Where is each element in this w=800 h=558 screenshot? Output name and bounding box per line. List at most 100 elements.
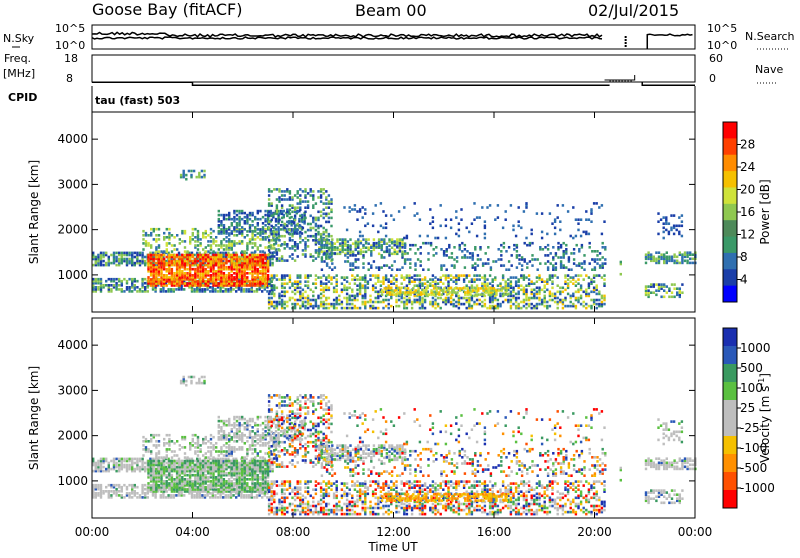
power-pixel	[281, 198, 283, 201]
power-pixel	[391, 268, 393, 271]
velocity-pixel	[128, 458, 130, 461]
power-pixel	[570, 235, 572, 238]
power-pixel	[325, 221, 327, 224]
power-pixel	[593, 274, 595, 277]
power-pixel	[257, 232, 259, 235]
power-pixel	[575, 218, 577, 221]
velocity-pixel	[102, 490, 104, 493]
colorbar-swatch	[723, 269, 737, 286]
power-pixel	[304, 188, 306, 191]
power-pixel	[407, 291, 409, 294]
power-pixel	[601, 204, 603, 207]
power-pixel	[602, 242, 604, 245]
power-pixel	[150, 254, 152, 257]
power-pixel	[384, 287, 386, 290]
power-pixel	[531, 289, 533, 292]
power-pixel	[268, 307, 270, 310]
power-pixel	[317, 211, 319, 214]
power-pixel	[536, 303, 538, 306]
power-pixel	[590, 278, 592, 281]
power-pixel	[531, 280, 533, 283]
velocity-pixel	[97, 460, 99, 463]
velocity-pixel	[141, 484, 143, 487]
power-pixel	[336, 307, 338, 310]
power-pixel	[264, 254, 266, 257]
power-pixel	[299, 287, 301, 290]
velocity-pixel	[136, 496, 138, 499]
power-pixel	[463, 297, 465, 300]
power-pixel	[521, 256, 523, 259]
velocity-pixel	[150, 468, 152, 471]
power-pixel	[572, 293, 574, 296]
power-pixel	[141, 290, 143, 293]
power-pixel	[445, 237, 447, 240]
power-pixel	[207, 254, 209, 257]
power-pixel	[417, 248, 419, 251]
power-pixel	[596, 303, 598, 306]
power-pixel	[655, 251, 657, 254]
cpid-label: CPID	[8, 91, 37, 104]
power-pixel	[284, 235, 286, 238]
velocity-pixel	[160, 460, 162, 463]
power-pixel	[498, 258, 500, 261]
power-pixel	[590, 208, 592, 211]
power-pixel	[197, 230, 199, 233]
colorbar-swatch	[723, 253, 737, 270]
power-pixel	[207, 244, 209, 247]
power-pixel	[310, 253, 312, 256]
power-pixel	[564, 297, 566, 300]
power-pixel	[461, 242, 463, 245]
power-pixel	[506, 289, 508, 292]
power-pixel	[307, 200, 309, 203]
power-pixel	[663, 227, 665, 230]
power-pixel	[310, 194, 312, 197]
power-pixel	[399, 250, 401, 253]
power-pixel	[568, 256, 570, 259]
power-pixel	[325, 235, 327, 238]
power-pixel	[603, 282, 605, 285]
power-pixel	[375, 291, 377, 294]
velocity-pixel	[110, 494, 112, 497]
power-pixel	[297, 196, 299, 199]
power-pixel	[212, 250, 214, 253]
power-pixel	[544, 254, 546, 257]
power-pixel	[218, 214, 220, 217]
power-pixel	[245, 288, 247, 291]
power-pixel	[347, 244, 349, 247]
power-pixel	[264, 210, 266, 213]
power-pixel	[487, 246, 489, 249]
power-pixel	[375, 307, 377, 310]
power-pixel	[497, 303, 499, 306]
power-pixel	[466, 250, 468, 253]
power-pixel	[196, 176, 198, 179]
power-pixel	[333, 276, 335, 279]
power-pixel	[134, 262, 136, 265]
power-pixel	[655, 258, 657, 261]
nave-tick-high: 60	[709, 52, 723, 65]
power-pixel	[446, 268, 448, 271]
power-pixel	[307, 274, 309, 277]
power-pixel	[364, 208, 366, 211]
power-pixel	[328, 303, 330, 306]
power-pixel	[205, 230, 207, 233]
freq-tick-high: 18	[64, 52, 78, 65]
power-pixel	[499, 293, 501, 296]
power-pixel	[529, 242, 531, 245]
power-pixel	[184, 282, 186, 285]
power-pixel	[434, 276, 436, 279]
power-pixel	[184, 272, 186, 275]
power-pixel	[388, 254, 390, 257]
power-pixel	[511, 264, 513, 267]
power-pixel	[580, 295, 582, 298]
power-pixel	[510, 204, 512, 207]
power-pixel	[684, 260, 686, 263]
power-pixel	[310, 215, 312, 218]
power-pixel	[560, 244, 562, 247]
power-pixel	[194, 244, 196, 247]
power-pixel	[505, 299, 507, 302]
power-pixel	[238, 258, 240, 261]
power-pixel	[458, 307, 460, 310]
power-pixel	[320, 301, 322, 304]
power-pixel	[336, 297, 338, 300]
power-pixel	[276, 204, 278, 207]
